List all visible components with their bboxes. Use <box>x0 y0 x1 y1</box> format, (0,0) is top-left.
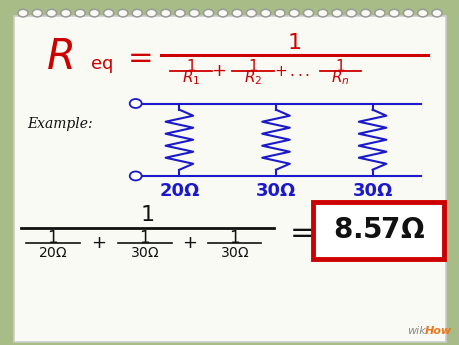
Circle shape <box>260 9 270 17</box>
Text: $1$: $1$ <box>140 204 154 226</box>
Circle shape <box>246 9 256 17</box>
Text: 20Ω: 20Ω <box>159 183 199 200</box>
Text: $R_n$: $R_n$ <box>330 69 349 87</box>
Circle shape <box>129 99 141 108</box>
Circle shape <box>75 9 85 17</box>
Text: $=$: $=$ <box>283 217 313 246</box>
Circle shape <box>388 9 398 17</box>
Circle shape <box>160 9 170 17</box>
Circle shape <box>289 9 299 17</box>
Circle shape <box>317 9 327 17</box>
Circle shape <box>374 9 384 17</box>
Text: $+\,...$: $+\,...$ <box>274 64 309 79</box>
Text: Example:: Example: <box>28 117 93 131</box>
Text: $30\Omega$: $30\Omega$ <box>219 246 249 259</box>
Circle shape <box>217 9 227 17</box>
Text: $30\Omega$: $30\Omega$ <box>130 246 159 259</box>
Text: wiki: wiki <box>406 326 428 336</box>
Circle shape <box>132 9 142 17</box>
FancyBboxPatch shape <box>312 202 443 259</box>
Circle shape <box>174 9 185 17</box>
Circle shape <box>360 9 370 17</box>
Circle shape <box>346 9 356 17</box>
Text: $R_1$: $R_1$ <box>181 69 200 87</box>
Text: $+$: $+$ <box>182 234 197 252</box>
Circle shape <box>118 9 128 17</box>
Circle shape <box>203 9 213 17</box>
Text: $1$: $1$ <box>47 229 58 247</box>
Text: $1$: $1$ <box>229 229 240 247</box>
FancyBboxPatch shape <box>14 16 445 342</box>
Text: $1$: $1$ <box>287 32 301 54</box>
Text: $1$: $1$ <box>185 58 196 74</box>
Text: $R_2$: $R_2$ <box>243 69 262 87</box>
Text: $20\Omega$: $20\Omega$ <box>38 246 67 259</box>
Circle shape <box>89 9 99 17</box>
Text: How: How <box>424 326 451 336</box>
Circle shape <box>18 9 28 17</box>
Circle shape <box>46 9 56 17</box>
Circle shape <box>303 9 313 17</box>
Text: $\mathrm{eq}$: $\mathrm{eq}$ <box>90 57 112 75</box>
Circle shape <box>103 9 113 17</box>
Text: 30Ω: 30Ω <box>352 183 392 200</box>
Circle shape <box>32 9 42 17</box>
Circle shape <box>61 9 71 17</box>
Text: $\mathbf{8.57\Omega}$: $\mathbf{8.57\Omega}$ <box>332 217 424 244</box>
Circle shape <box>129 171 141 180</box>
Circle shape <box>417 9 427 17</box>
Circle shape <box>189 9 199 17</box>
Circle shape <box>431 9 441 17</box>
Text: $1$: $1$ <box>335 58 345 74</box>
Circle shape <box>146 9 156 17</box>
Text: $+$: $+$ <box>91 234 106 252</box>
Text: $1$: $1$ <box>139 229 150 247</box>
Circle shape <box>331 9 341 17</box>
Text: $+$: $+$ <box>211 62 225 80</box>
Text: 30Ω: 30Ω <box>255 183 296 200</box>
Text: $\mathit{R}$: $\mathit{R}$ <box>46 36 73 78</box>
Circle shape <box>232 9 242 17</box>
Circle shape <box>403 9 413 17</box>
Text: $=$: $=$ <box>122 42 152 71</box>
Circle shape <box>274 9 285 17</box>
Text: $1$: $1$ <box>247 58 257 74</box>
